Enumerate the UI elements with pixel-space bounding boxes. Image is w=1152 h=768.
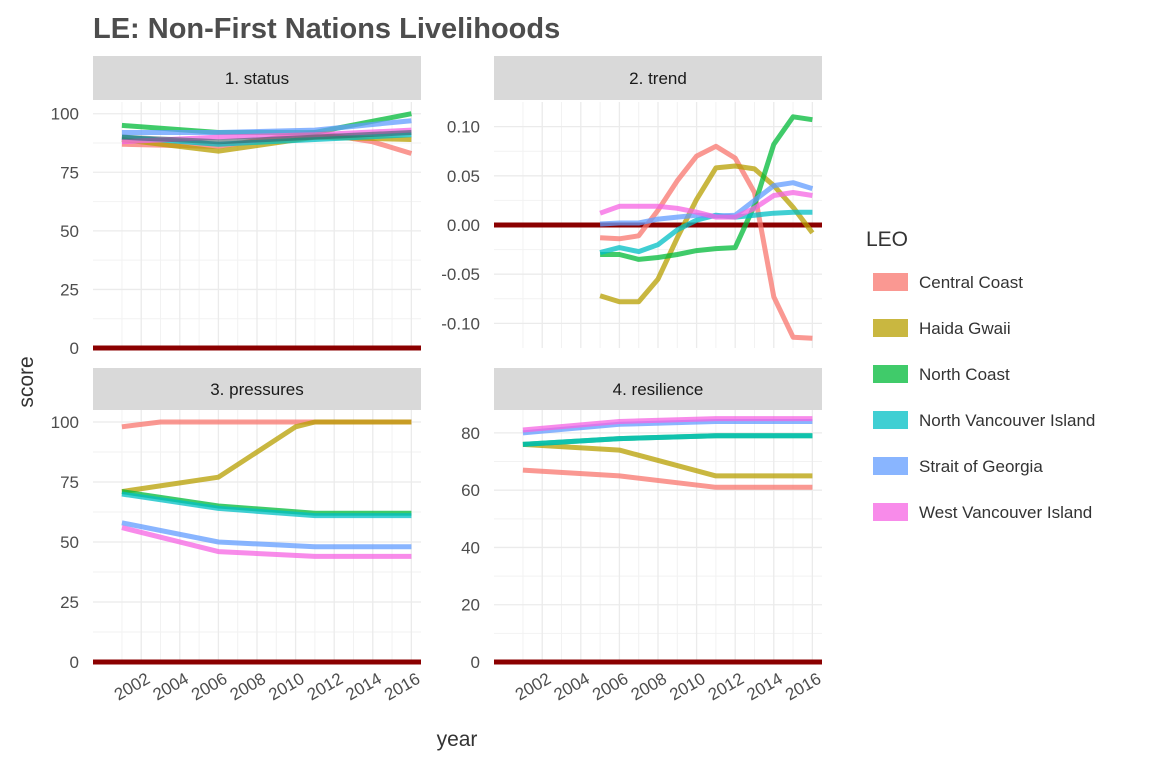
y-tick-label: 25 xyxy=(60,593,79,612)
x-tick-label: 2012 xyxy=(705,669,747,704)
series-line xyxy=(599,143,813,341)
series-line xyxy=(599,180,814,227)
x-tick-label: 2012 xyxy=(304,669,346,704)
x-tick-label: 2014 xyxy=(343,669,385,704)
y-tick-label: 0.10 xyxy=(447,118,480,137)
facet-strip-label: 2. trend xyxy=(629,69,687,88)
y-tick-label: 20 xyxy=(461,596,480,615)
facet-strip-label: 3. pressures xyxy=(210,380,304,399)
x-tick-label: 2002 xyxy=(512,669,554,704)
series-line xyxy=(599,190,813,220)
x-tick-label: 2008 xyxy=(628,669,670,704)
facet-strip-label: 1. status xyxy=(225,69,289,88)
series-line xyxy=(121,525,412,559)
facet-panel: 3. pressures0255075100200220042006200820… xyxy=(51,368,423,704)
x-tick-label: 2014 xyxy=(744,669,786,704)
series-line xyxy=(121,130,412,145)
legend-swatch xyxy=(873,411,908,429)
y-tick-label: 75 xyxy=(60,163,79,182)
x-tick-label: 2002 xyxy=(111,669,153,704)
legend-label: North Coast xyxy=(919,365,1010,384)
legend-label: North Vancouver Island xyxy=(919,411,1095,430)
y-tick-label: 50 xyxy=(60,533,79,552)
x-axis-title: year xyxy=(437,728,478,751)
facet-strip xyxy=(93,368,421,410)
legend-title: LEO xyxy=(866,228,908,251)
series-line xyxy=(121,491,412,519)
x-tick-label: 2006 xyxy=(188,669,230,704)
x-tick-label: 2006 xyxy=(589,669,631,704)
legend-label: Central Coast xyxy=(919,273,1023,292)
legend-swatch xyxy=(873,457,908,475)
y-tick-label: 80 xyxy=(461,424,480,443)
chart-title: LE: Non-First Nations Livelihoods xyxy=(93,13,560,45)
facet-panel: 1. status 0 25 50 75 100 xyxy=(51,56,421,358)
series-line xyxy=(599,209,813,256)
series-line xyxy=(522,441,813,479)
facet-strip xyxy=(93,56,421,100)
facet-strip xyxy=(494,56,822,100)
facet-panels: 1. status 0 25 50 75 100 2. trend -0.10 -0.05 0.0… xyxy=(51,56,824,704)
series-line xyxy=(121,118,412,135)
y-tick-label: 75 xyxy=(60,473,79,492)
legend-swatch xyxy=(873,273,908,291)
x-tick-label: 2016 xyxy=(381,669,423,704)
y-tick-label: 0.05 xyxy=(447,167,480,186)
x-tick-label: 2010 xyxy=(666,669,708,704)
y-tick-label: -0.10 xyxy=(441,314,480,333)
series-line xyxy=(121,419,412,495)
y-tick-label: 25 xyxy=(60,280,79,299)
series-line xyxy=(600,114,813,262)
x-tick-label: 2010 xyxy=(265,669,307,704)
series-line xyxy=(599,163,815,305)
facet-strip xyxy=(494,368,822,410)
legend-label: Haida Gwaii xyxy=(919,319,1011,338)
y-tick-label: 0 xyxy=(471,653,480,672)
y-tick-label: 60 xyxy=(461,481,480,500)
facet-panel: 4. resilience020406080200220042006200820… xyxy=(461,368,824,704)
y-tick-label: 0.00 xyxy=(447,216,480,235)
legend: Central Coast Haida Gwaii North Coast North… xyxy=(873,273,1095,522)
legend-label: West Vancouver Island xyxy=(919,503,1092,522)
y-tick-label: -0.05 xyxy=(441,265,480,284)
y-tick-label: 50 xyxy=(60,222,79,241)
legend-swatch xyxy=(873,319,908,337)
x-tick-label: 2008 xyxy=(227,669,269,704)
series-line xyxy=(522,416,813,433)
series-line xyxy=(522,433,813,447)
series-line xyxy=(121,520,412,550)
y-tick-label: 40 xyxy=(461,538,480,557)
y-axis-title: score xyxy=(15,356,38,407)
facet-strip-label: 4. resilience xyxy=(613,380,704,399)
x-tick-label: 2004 xyxy=(150,669,192,704)
facet-panel: 2. trend -0.10 -0.05 0.00 0.05 0.10 xyxy=(441,56,822,348)
series-line xyxy=(522,467,813,490)
legend-swatch xyxy=(873,503,908,521)
x-tick-label: 2016 xyxy=(782,669,824,704)
y-tick-label: 0 xyxy=(70,339,79,358)
y-tick-label: 0 xyxy=(70,653,79,672)
y-tick-label: 100 xyxy=(51,413,79,432)
x-tick-label: 2004 xyxy=(551,669,593,704)
series-line xyxy=(522,419,813,436)
legend-swatch xyxy=(873,365,908,383)
legend-label: Strait of Georgia xyxy=(919,457,1043,476)
y-tick-label: 100 xyxy=(51,105,79,124)
